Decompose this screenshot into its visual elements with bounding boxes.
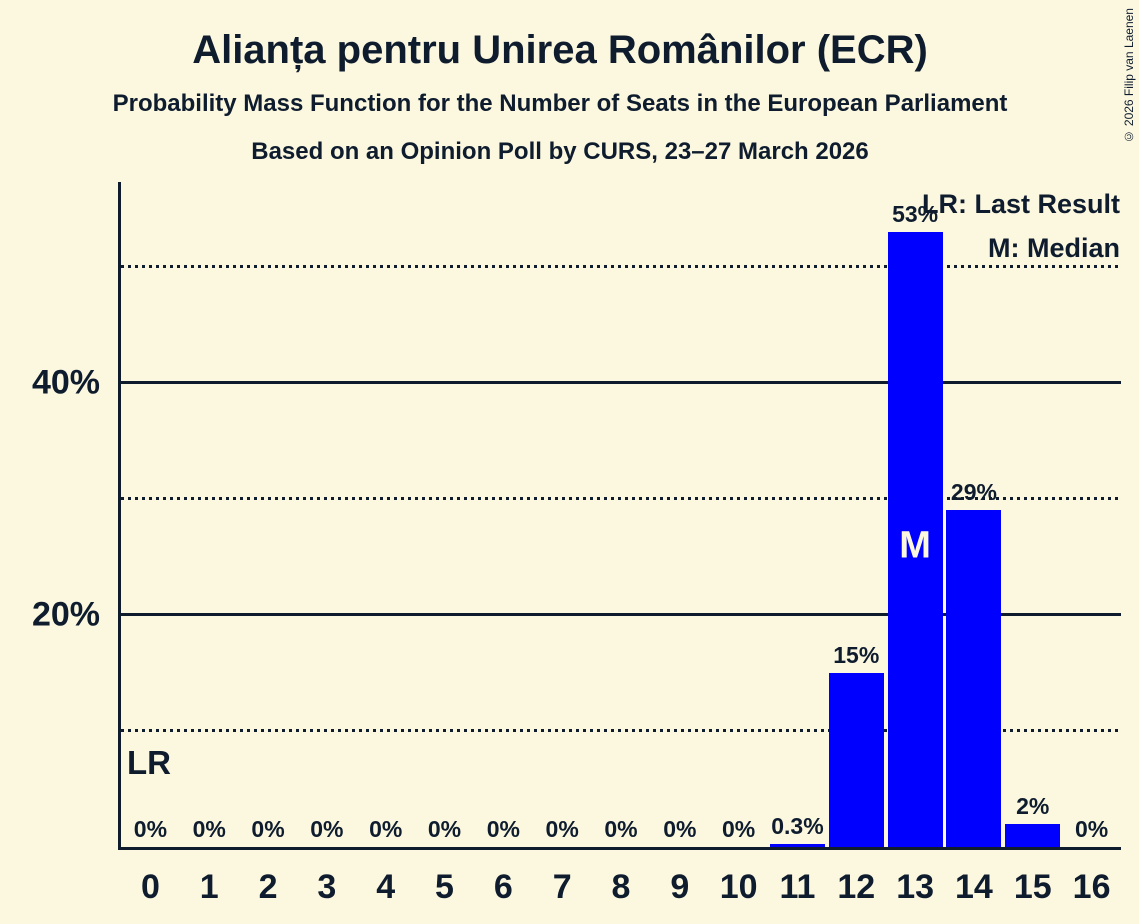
bar-value-label-seat-5: 0% <box>427 816 462 842</box>
bar-value-label-seat-0: 0% <box>133 816 168 842</box>
bar-value-label-seat-14: 29% <box>950 479 997 506</box>
x-tick-label-5: 5 <box>435 868 454 906</box>
chart-subtitle: Probability Mass Function for the Number… <box>112 90 1008 117</box>
y-tick-label-20: 20% <box>31 595 100 634</box>
bar-value-label-seat-2: 0% <box>251 816 285 842</box>
x-tick-label-16: 16 <box>1072 868 1111 906</box>
chart-source-line: Based on an Opinion Poll by CURS, 23–27 … <box>251 138 869 165</box>
bar-value-label-seat-6: 0% <box>486 816 520 842</box>
gridline-solid-40 <box>121 381 1121 385</box>
bar-value-label-seat-10: 0% <box>722 816 756 842</box>
bar-value-label-seat-15: 2% <box>1016 792 1050 819</box>
gridline-dotted-10 <box>121 729 1121 733</box>
bar-value-label-seat-8: 0% <box>604 816 638 842</box>
x-tick-label-15: 15 <box>1013 868 1052 906</box>
bar-value-label-seat-9: 0% <box>663 816 697 842</box>
bar-seat-14 <box>946 510 1002 847</box>
x-tick-label-11: 11 <box>779 868 816 906</box>
x-tick-label-9: 9 <box>670 868 690 906</box>
bar-value-label-seat-1: 0% <box>192 816 226 842</box>
bar-value-label-seat-7: 0% <box>545 816 579 842</box>
x-tick-label-10: 10 <box>719 868 758 906</box>
x-tick-label-14: 14 <box>955 868 993 906</box>
legend-last-result: LR: Last Result <box>921 189 1120 219</box>
x-tick-label-12: 12 <box>837 868 876 906</box>
x-tick-label-7: 7 <box>552 868 572 906</box>
x-tick-label-8: 8 <box>611 868 631 906</box>
bar-value-label-seat-4: 0% <box>369 816 403 842</box>
y-tick-label-40: 40% <box>31 363 100 402</box>
bar-value-label-seat-16: 0% <box>1074 816 1109 842</box>
chart-legend: LR: Last Result M: Median <box>922 182 1120 270</box>
x-tick-label-6: 6 <box>493 868 513 906</box>
x-tick-label-13: 13 <box>896 868 935 906</box>
bar-value-label-seat-12: 15% <box>833 641 880 668</box>
chart-title: Alianța pentru Unirea Românilor (ECR) <box>192 28 928 72</box>
legend-median: M: Median <box>988 233 1120 263</box>
gridline-solid-20 <box>121 613 1121 617</box>
bar-value-label-seat-11: 0.3% <box>771 812 824 839</box>
bar-seat-15 <box>1005 823 1061 847</box>
bar-seat-11 <box>769 843 825 847</box>
x-tick-label-0: 0 <box>140 868 160 906</box>
x-tick-label-1: 1 <box>199 868 219 906</box>
x-tick-label-2: 2 <box>258 868 278 906</box>
bar-seat-12 <box>828 672 884 847</box>
x-tick-label-4: 4 <box>376 868 396 906</box>
x-tick-label-3: 3 <box>317 868 337 906</box>
gridline-dotted-50 <box>121 265 1121 269</box>
gridline-dotted-30 <box>121 497 1121 501</box>
bar-value-label-seat-13: 53% <box>892 200 939 227</box>
bar-value-label-seat-3: 0% <box>310 816 344 842</box>
last-result-marker: LR <box>127 744 171 781</box>
median-marker: M <box>899 524 931 567</box>
bar-seat-13 <box>887 231 943 847</box>
plot-area: 0% 0% 0% 0% 0% 0% 0% 0% 0% 0% 0% 0.3% 15% 53% 29% 2% 0% M… <box>118 182 1121 850</box>
